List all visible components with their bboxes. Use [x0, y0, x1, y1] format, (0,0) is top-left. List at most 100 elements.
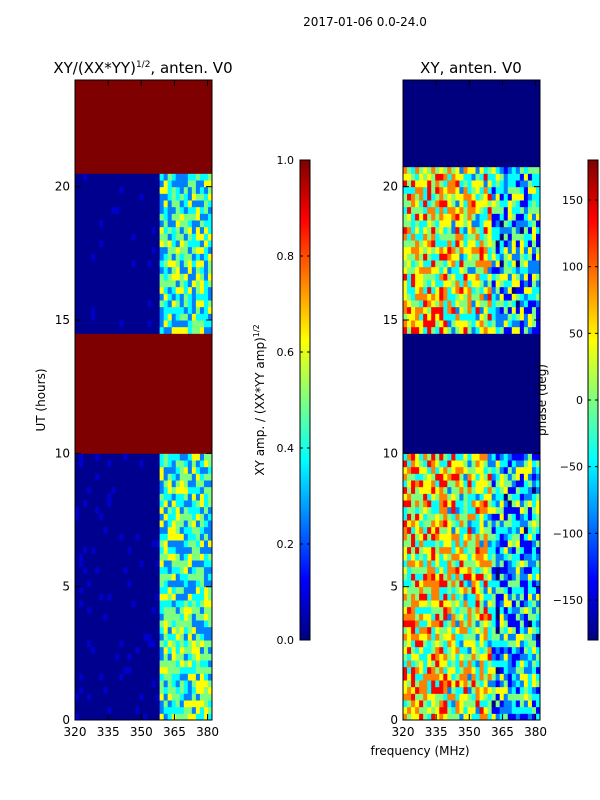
- heat-cell: [123, 280, 128, 288]
- heat-cell: [199, 620, 205, 628]
- heat-cell: [135, 666, 140, 674]
- heat-cell: [423, 493, 428, 501]
- heat-cell: [87, 286, 92, 294]
- heat-cell: [147, 300, 153, 308]
- heat-cell: [443, 553, 448, 561]
- heat-cell: [431, 653, 436, 661]
- heat-cell: [419, 540, 424, 548]
- heat-cell: [91, 486, 96, 494]
- heat-cell: [163, 600, 169, 608]
- heat-cell: [427, 320, 432, 328]
- heat-cell: [195, 660, 201, 668]
- heat-cell: [103, 293, 108, 301]
- heat-cell: [191, 240, 197, 248]
- heat-cell: [155, 293, 161, 301]
- heat-cell: [439, 600, 444, 608]
- heat-cell: [479, 273, 485, 281]
- heat-cell: [507, 193, 513, 201]
- heat-cell: [183, 546, 189, 554]
- heat-cell: [123, 480, 128, 488]
- heat-cell: [459, 533, 464, 541]
- heat-cell: [127, 513, 132, 521]
- heat-cell: [411, 666, 416, 674]
- heat-cell: [483, 300, 489, 308]
- heat-cell: [415, 293, 420, 301]
- heat-cell: [463, 706, 468, 714]
- heat-cell: [451, 646, 456, 654]
- heat-cell: [427, 173, 432, 181]
- heat-cell: [527, 453, 533, 461]
- heat-cell: [147, 460, 153, 468]
- heat-cell: [439, 613, 444, 621]
- heat-cell: [151, 266, 157, 274]
- heat-cell: [79, 700, 84, 708]
- heat-flagged-row: [403, 426, 540, 434]
- heat-cell: [163, 480, 169, 488]
- heat-cell: [87, 533, 92, 541]
- heat-cell: [107, 526, 112, 534]
- heat-cell: [479, 260, 485, 268]
- heat-cell: [87, 686, 92, 694]
- heat-cell: [427, 673, 432, 681]
- heat-cell: [79, 560, 84, 568]
- heat-cell: [463, 246, 468, 254]
- heat-cell: [463, 613, 468, 621]
- heat-cell: [103, 480, 108, 488]
- heat-cell: [159, 593, 165, 601]
- heat-cell: [191, 506, 197, 514]
- heat-cell: [427, 260, 432, 268]
- heat-cell: [467, 260, 472, 268]
- heat-cell: [127, 293, 132, 301]
- heat-cell: [419, 546, 424, 554]
- heat-cell: [527, 633, 533, 641]
- heat-cell: [415, 620, 420, 628]
- heat-cell: [511, 706, 517, 714]
- heat-cell: [411, 606, 416, 614]
- heat-cell: [531, 513, 537, 521]
- heat-cell: [147, 580, 153, 588]
- heat-cell: [79, 713, 84, 721]
- heat-cell: [75, 266, 80, 274]
- heat-cell: [119, 666, 124, 674]
- heat-cell: [495, 660, 501, 668]
- heat-cell: [467, 326, 472, 334]
- heat-cell: [139, 326, 144, 334]
- heat-cell: [79, 606, 84, 614]
- heat-cell: [527, 286, 533, 294]
- heat-cell: [111, 300, 116, 308]
- heat-cell: [83, 553, 88, 561]
- heat-cell: [119, 693, 124, 701]
- heat-cell: [143, 713, 149, 721]
- heat-cell: [479, 640, 485, 648]
- heat-cell: [419, 666, 424, 674]
- heat-cell: [91, 266, 96, 274]
- heat-cell: [411, 253, 416, 261]
- heat-cell: [99, 466, 104, 474]
- amp-colorbar-tick-label: 0.4: [277, 442, 295, 455]
- heat-cell: [111, 206, 116, 214]
- heat-cell: [431, 473, 436, 481]
- heat-cell: [439, 473, 444, 481]
- heat-cell: [435, 560, 440, 568]
- heat-cell: [87, 600, 92, 608]
- heat-cell: [467, 226, 472, 234]
- heat-cell: [87, 613, 92, 621]
- heat-cell: [99, 180, 104, 188]
- heat-cell: [175, 206, 181, 214]
- heat-cell: [123, 600, 128, 608]
- heat-cell: [411, 686, 416, 694]
- heat-cell: [403, 253, 408, 261]
- heat-cell: [495, 286, 501, 294]
- heat-cell: [479, 506, 485, 514]
- heat-cell: [119, 640, 124, 648]
- heat-cell: [187, 213, 193, 221]
- heat-cell: [79, 180, 84, 188]
- heat-cell: [475, 586, 481, 594]
- heat-cell: [471, 173, 477, 181]
- heat-cell: [535, 286, 541, 294]
- heat-cell: [127, 493, 132, 501]
- heat-cell: [203, 266, 209, 274]
- heat-cell: [183, 273, 189, 281]
- heat-cell: [427, 520, 432, 528]
- heat-cell: [439, 280, 444, 288]
